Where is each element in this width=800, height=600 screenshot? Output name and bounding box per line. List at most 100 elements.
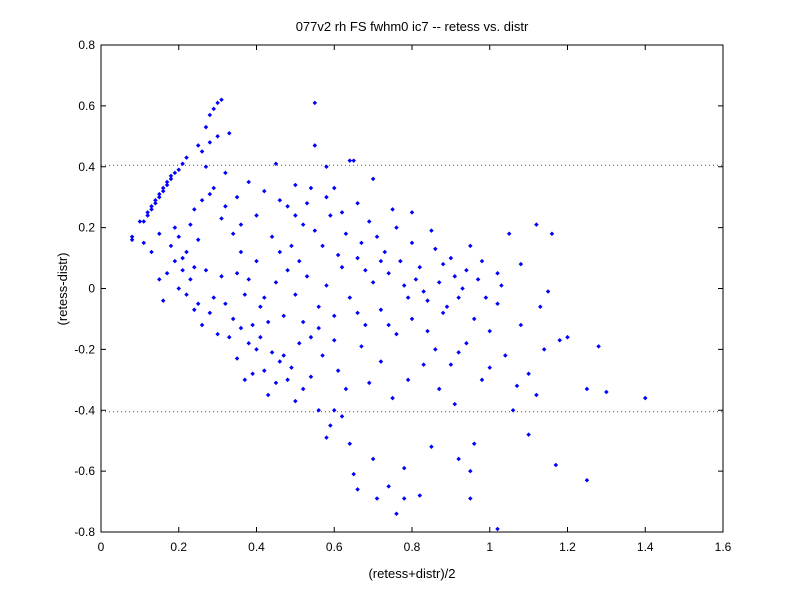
- data-point: [250, 371, 255, 376]
- data-point: [452, 274, 458, 279]
- data-point: [386, 484, 391, 489]
- data-point: [316, 407, 321, 413]
- data-point: [296, 341, 302, 346]
- data-point: [394, 511, 399, 517]
- data-point: [409, 316, 415, 322]
- data-point: [425, 298, 430, 303]
- data-point: [219, 97, 224, 103]
- data-point: [258, 334, 263, 340]
- data-point: [254, 213, 259, 218]
- data-point: [355, 255, 360, 261]
- data-point: [475, 277, 481, 282]
- data-point: [227, 334, 232, 340]
- data-point: [296, 258, 302, 264]
- data-point: [401, 465, 407, 471]
- data-point: [176, 286, 182, 291]
- data-point: [526, 371, 531, 376]
- data-point: [265, 319, 271, 325]
- data-point: [308, 334, 314, 340]
- data-point: [534, 392, 539, 398]
- data-point: [378, 359, 384, 364]
- data-point: [642, 395, 648, 401]
- data-point: [328, 423, 333, 428]
- data-point: [448, 255, 454, 261]
- data-point: [355, 201, 360, 206]
- data-point: [215, 331, 220, 337]
- x-axis-label: (retess+distr)/2: [368, 566, 455, 581]
- data-point: [324, 283, 329, 288]
- data-point: [471, 441, 477, 446]
- x-tick-label: 0.4: [248, 540, 265, 554]
- data-point: [503, 353, 508, 358]
- data-point: [300, 319, 306, 325]
- data-point: [320, 243, 325, 249]
- data-point: [195, 301, 201, 306]
- data-point: [386, 271, 391, 276]
- y-tick-label: -0.6: [74, 464, 95, 478]
- data-point: [487, 328, 493, 334]
- data-point: [304, 201, 310, 206]
- data-point: [545, 289, 551, 294]
- y-tick-label: 0.6: [78, 99, 95, 113]
- data-point: [417, 264, 423, 270]
- data-point: [468, 496, 473, 501]
- data-point: [293, 182, 298, 188]
- data-point: [285, 267, 290, 273]
- data-point: [378, 307, 384, 313]
- data-point: [394, 331, 399, 337]
- data-point: [405, 295, 411, 300]
- data-point: [355, 487, 360, 492]
- data-point: [262, 295, 267, 300]
- data-point: [468, 468, 473, 474]
- data-point: [211, 295, 217, 300]
- data-point: [401, 283, 407, 288]
- data-point: [254, 347, 259, 352]
- data-point: [510, 407, 516, 413]
- data-point: [234, 271, 240, 276]
- data-point: [479, 377, 485, 383]
- data-point: [366, 219, 372, 224]
- data-point: [351, 471, 356, 477]
- chart-title: 077v2 rh FS fwhm0 ic7 -- retess vs. dist…: [296, 19, 529, 34]
- data-point: [398, 258, 403, 264]
- data-point: [456, 350, 461, 355]
- data-point: [316, 304, 321, 310]
- x-tick-label: 1.2: [559, 540, 576, 554]
- y-tick-label: 0.2: [78, 221, 95, 235]
- y-axis-label: (retess-distr): [55, 253, 70, 326]
- data-point: [308, 374, 314, 380]
- data-point: [320, 353, 325, 358]
- data-point: [300, 386, 306, 392]
- x-tick-label: 0.8: [404, 540, 421, 554]
- data-point: [347, 441, 353, 446]
- data-point: [401, 496, 407, 501]
- data-point: [553, 462, 559, 468]
- data-point: [429, 444, 434, 450]
- data-point: [188, 277, 193, 282]
- data-point: [479, 258, 485, 264]
- data-point: [331, 407, 337, 413]
- data-point: [464, 267, 469, 273]
- x-tick-label: 0: [98, 540, 105, 554]
- data-point: [433, 347, 438, 352]
- data-point: [541, 347, 547, 352]
- data-point: [312, 228, 318, 233]
- data-point: [335, 368, 341, 373]
- data-point: [363, 267, 368, 273]
- data-point: [192, 307, 197, 313]
- data-point: [331, 337, 337, 343]
- data-point: [421, 289, 426, 294]
- data-point: [363, 322, 368, 328]
- x-tick-label: 1.4: [637, 540, 654, 554]
- x-tick-label: 0.6: [326, 540, 343, 554]
- x-tick-label: 0.2: [170, 540, 187, 554]
- data-point: [378, 258, 384, 264]
- data-point: [506, 231, 512, 236]
- data-point: [370, 280, 376, 285]
- data-point: [483, 295, 489, 300]
- plot-area: 0 0.2 0.4 0.6 0.8 1 1.2 1.4 1.6 0.8 0.6 0.4 0.2 0 -0.2…: [74, 38, 731, 554]
- data-point: [289, 365, 294, 370]
- data-point: [460, 286, 465, 291]
- data-point: [499, 283, 504, 288]
